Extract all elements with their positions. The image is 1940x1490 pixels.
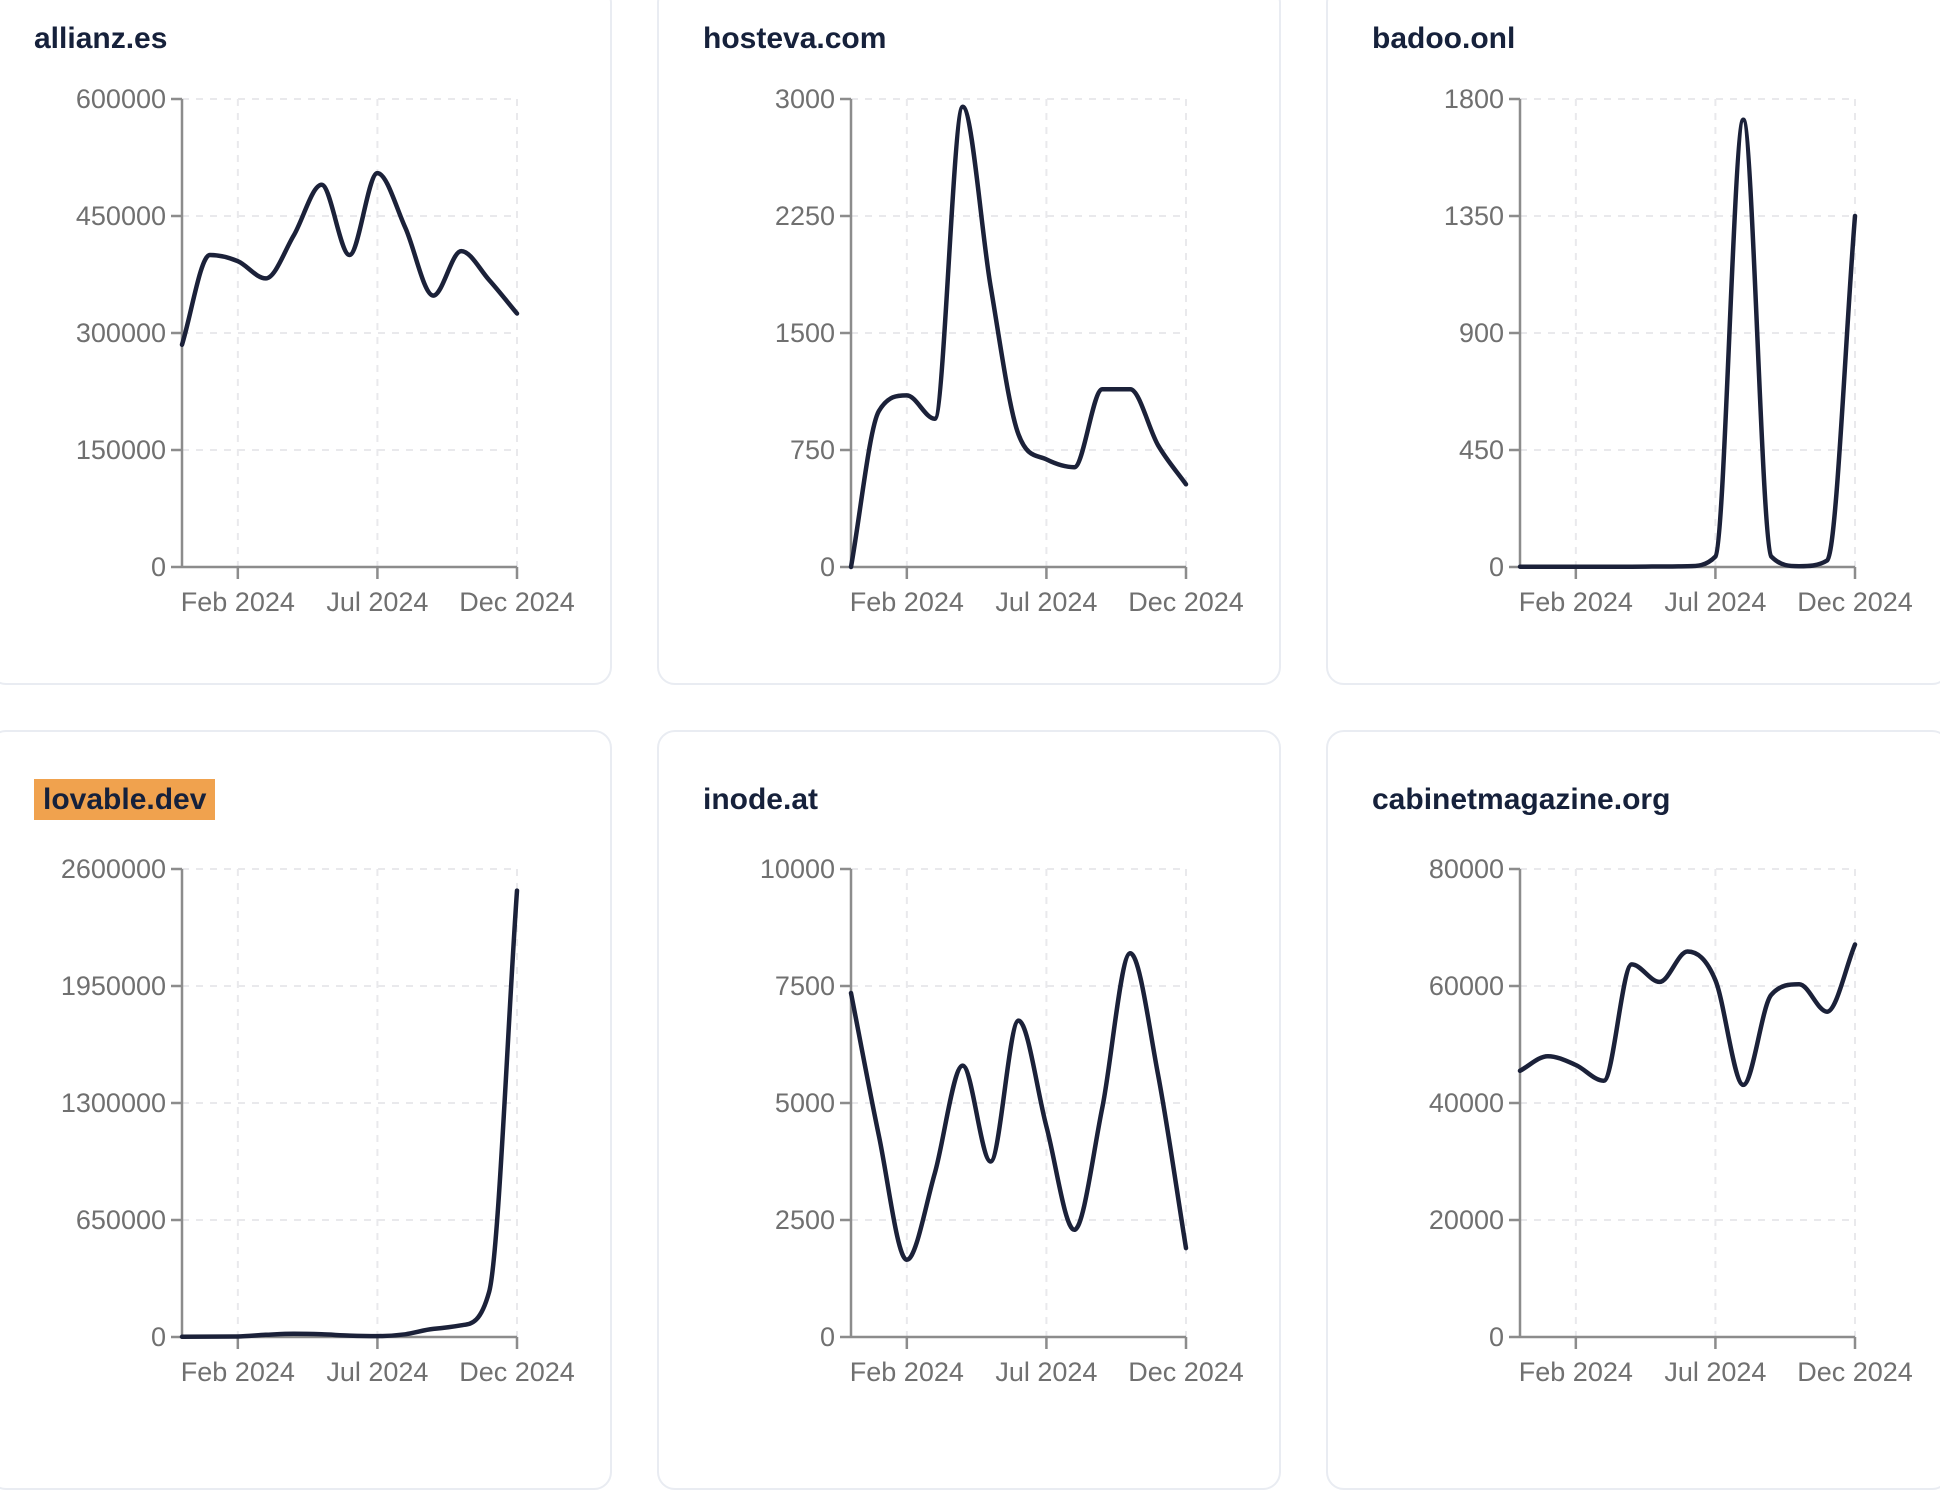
- y-tick-label: 0: [820, 552, 835, 582]
- domain-title: inode.at: [703, 780, 818, 819]
- x-tick-label: Feb 2024: [1519, 1357, 1633, 1387]
- y-tick-label: 900: [1459, 318, 1504, 348]
- y-tick-label: 2500: [775, 1205, 835, 1235]
- line-series: [179, 170, 520, 347]
- y-tick-label: 1300000: [61, 1088, 166, 1118]
- x-tick-label: Dec 2024: [1128, 587, 1244, 617]
- domain-title: allianz.es: [34, 19, 167, 58]
- y-tick-label: 450: [1459, 435, 1504, 465]
- traffic-line-chart: 0 150000 300000 450000 600000 Feb 2024 Jul 202…: [76, 84, 575, 617]
- y-tick-label: 300000: [76, 318, 166, 348]
- x-tick-label: Feb 2024: [850, 1357, 964, 1387]
- y-tick-label: 3000: [775, 84, 835, 114]
- x-tick-label: Jul 2024: [1664, 587, 1766, 617]
- traffic-line-chart: 0 450 900 1350 1800 Feb 2024 Jul 2024 Dec 2024: [1444, 84, 1913, 617]
- x-tick-label: Jul 2024: [326, 1357, 428, 1387]
- line-series: [179, 888, 520, 1340]
- domain-title: cabinetmagazine.org: [1372, 780, 1670, 819]
- y-tick-label: 5000: [775, 1088, 835, 1118]
- y-tick-label: 150000: [76, 435, 166, 465]
- x-tick-label: Dec 2024: [1797, 1357, 1913, 1387]
- x-tick-label: Dec 2024: [1128, 1357, 1244, 1387]
- y-tick-label: 0: [820, 1322, 835, 1352]
- y-tick-label: 0: [151, 552, 166, 582]
- y-tick-label: 600000: [76, 84, 166, 114]
- traffic-line-chart: 0 20000 40000 60000 80000 Feb 2024 Jul 2024 Dec…: [1429, 854, 1913, 1387]
- y-tick-label: 1800: [1444, 84, 1504, 114]
- x-tick-label: Jul 2024: [1664, 1357, 1766, 1387]
- y-tick-label: 80000: [1429, 854, 1504, 884]
- domain-title-text: allianz.es: [34, 22, 168, 55]
- domain-title-text: inode.at: [703, 783, 819, 816]
- y-tick-label: 650000: [76, 1205, 166, 1235]
- y-tick-label: 1950000: [61, 971, 166, 1001]
- line-series: [1517, 117, 1858, 569]
- domain-card-allianz[interactable]: allianz.es 0 150000 300000 450000 600000 Feb …: [0, 0, 612, 685]
- y-tick-label: 0: [151, 1322, 166, 1352]
- y-tick-label: 450000: [76, 201, 166, 231]
- x-tick-label: Feb 2024: [1519, 587, 1633, 617]
- x-tick-label: Feb 2024: [181, 587, 295, 617]
- traffic-line-chart: 0 750 1500 2250 3000 Feb 2024 Jul 2024 Dec 2024: [775, 84, 1244, 617]
- domain-card-badoo[interactable]: badoo.onl 0 450 900 1350 1800 Feb 2024 Jul 202…: [1326, 0, 1940, 685]
- domain-card-hosteva[interactable]: hosteva.com 0 750 1500 2250 3000 Feb 2024 Jul …: [657, 0, 1281, 685]
- y-tick-label: 750: [790, 435, 835, 465]
- y-tick-label: 1350: [1444, 201, 1504, 231]
- domain-title: badoo.onl: [1372, 19, 1515, 58]
- domain-title-text: lovable.dev: [34, 779, 216, 820]
- domain-title: hosteva.com: [703, 19, 886, 58]
- x-tick-label: Jul 2024: [995, 587, 1097, 617]
- y-tick-label: 60000: [1429, 971, 1504, 1001]
- line-series: [848, 104, 1189, 570]
- line-series: [848, 950, 1189, 1263]
- x-tick-label: Dec 2024: [459, 587, 575, 617]
- y-tick-label: 2250: [775, 201, 835, 231]
- x-tick-label: Jul 2024: [326, 587, 428, 617]
- domain-title-text: hosteva.com: [703, 22, 887, 55]
- y-tick-label: 1500: [775, 318, 835, 348]
- y-tick-label: 10000: [760, 854, 835, 884]
- y-tick-label: 7500: [775, 971, 835, 1001]
- domain-card-inode[interactable]: inode.at 0 2500 5000 7500 10000 Feb 2024 Jul 2…: [657, 730, 1281, 1490]
- y-tick-label: 2600000: [61, 854, 166, 884]
- traffic-line-chart: 0 650000 1300000 1950000 2600000 Feb 2024 Jul …: [61, 854, 575, 1387]
- domain-card-lovable[interactable]: lovable.dev 0 650000 1300000 1950000 2600000…: [0, 730, 612, 1490]
- line-series: [1517, 942, 1858, 1088]
- domain-card-cabinetmagazine[interactable]: cabinetmagazine.org 0 20000 40000 60000 8000…: [1326, 730, 1940, 1490]
- y-tick-label: 40000: [1429, 1088, 1504, 1118]
- domain-title: lovable.dev: [34, 779, 216, 820]
- x-tick-label: Feb 2024: [181, 1357, 295, 1387]
- x-tick-label: Feb 2024: [850, 587, 964, 617]
- y-tick-label: 0: [1489, 552, 1504, 582]
- domain-title-text: cabinetmagazine.org: [1372, 783, 1671, 816]
- y-tick-label: 0: [1489, 1322, 1504, 1352]
- y-tick-label: 20000: [1429, 1205, 1504, 1235]
- traffic-line-chart: 0 2500 5000 7500 10000 Feb 2024 Jul 2024 Dec 20…: [760, 854, 1244, 1387]
- domain-title-text: badoo.onl: [1372, 22, 1516, 55]
- x-tick-label: Jul 2024: [995, 1357, 1097, 1387]
- x-tick-label: Dec 2024: [1797, 587, 1913, 617]
- x-tick-label: Dec 2024: [459, 1357, 575, 1387]
